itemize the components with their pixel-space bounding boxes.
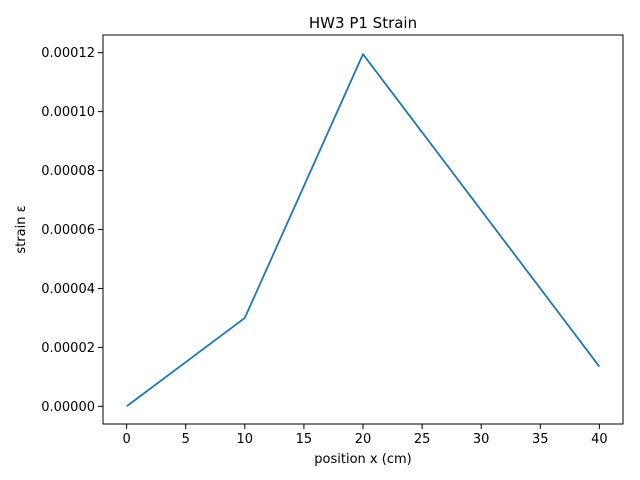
series-layer	[126, 53, 601, 408]
x-tick-label: 15	[296, 432, 313, 447]
x-axis-label: position x (cm)	[314, 452, 411, 467]
chart-title: HW3 P1 Strain	[309, 14, 417, 32]
y-tick-label: 0.00008	[41, 164, 95, 179]
strain-series-line	[126, 53, 601, 408]
x-tick-label: 20	[355, 432, 372, 447]
y-tick-label: 0.00002	[41, 341, 95, 356]
x-tick-label: 40	[591, 432, 608, 447]
x-tick-label: 0	[122, 432, 130, 447]
x-tick-label: 30	[473, 432, 490, 447]
plot-area	[102, 34, 624, 425]
x-tick-label: 10	[237, 432, 254, 447]
x-tick-label: 35	[532, 432, 549, 447]
y-tick-label: 0.00012	[41, 46, 95, 61]
y-tick-label: 0.00004	[41, 282, 95, 297]
y-tick-label: 0.00010	[41, 105, 95, 120]
y-axis-label: strain ε	[14, 205, 29, 253]
y-tick-label: 0.00006	[41, 223, 95, 238]
y-tick-label: 0.00000	[41, 400, 95, 415]
x-tick-label: 25	[414, 432, 431, 447]
y-axis: 0.00000 0.00002 0.00004 0.00006 0.00008 0.000…	[41, 46, 103, 415]
x-tick-label: 5	[182, 432, 190, 447]
x-axis: 0 5 10 15 20 25 30 35 40	[122, 424, 608, 447]
